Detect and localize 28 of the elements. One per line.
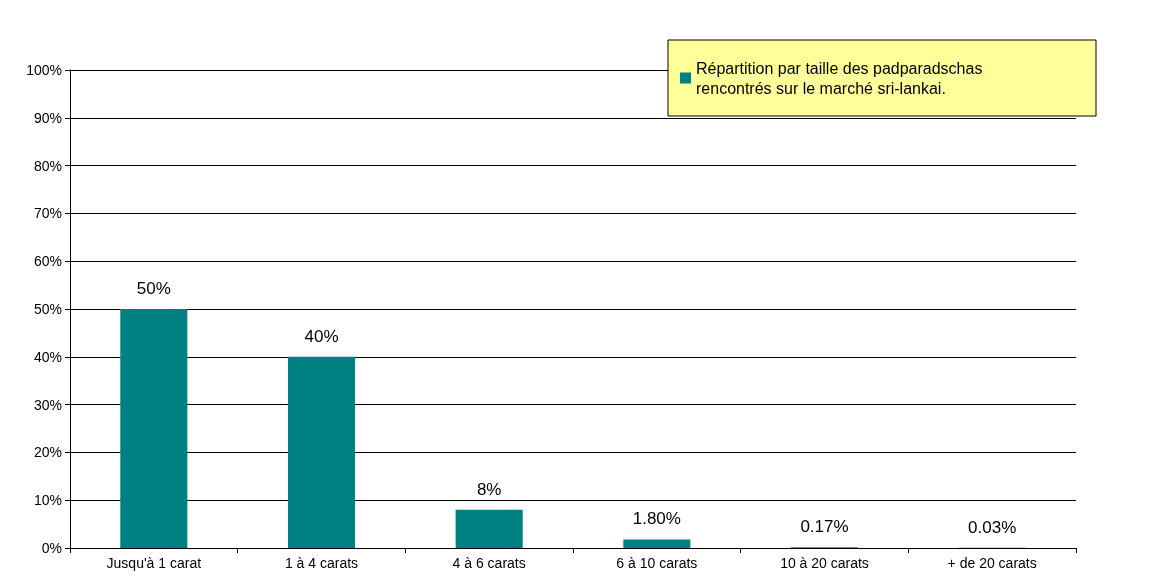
y-tick-label: 60% <box>33 253 62 270</box>
legend-label: Répartition par taille des padparadschas rencontrés sur le marché sri-lankai. <box>696 59 987 97</box>
y-tick-label: 50% <box>33 301 62 317</box>
data-label: 40% <box>304 326 339 346</box>
x-tick-label: 4 à 6 carats <box>452 555 526 571</box>
y-tick-label: 70% <box>33 205 62 222</box>
bar <box>120 309 188 548</box>
x-tick-label: + de 20 carats <box>947 555 1037 571</box>
y-tick-label: 100% <box>26 62 62 78</box>
y-tick-label: 90% <box>33 109 62 126</box>
x-tick-label: 1 à 4 carats <box>284 555 359 571</box>
x-tick-label: 6 à 10 carats <box>616 555 698 571</box>
data-label: 1.80% <box>632 509 681 529</box>
y-tick-label: 0% <box>41 540 62 556</box>
y-tick-label: 20% <box>33 444 62 461</box>
bar <box>623 539 691 548</box>
data-label: 0.17% <box>800 517 849 537</box>
x-tick-label: Jusqu'à 1 carat <box>106 555 202 571</box>
bar <box>287 356 356 548</box>
y-tick-label: 30% <box>33 396 62 413</box>
x-tick-label: 10 à 20 carats <box>780 555 869 571</box>
data-label: 8% <box>476 479 502 499</box>
data-label: 50% <box>136 279 171 298</box>
bar <box>455 509 523 548</box>
y-tick-label: 10% <box>33 492 62 509</box>
data-label: 0.03% <box>968 517 1017 537</box>
y-tick-label: 80% <box>33 157 62 174</box>
y-tick-label: 40% <box>33 348 62 365</box>
